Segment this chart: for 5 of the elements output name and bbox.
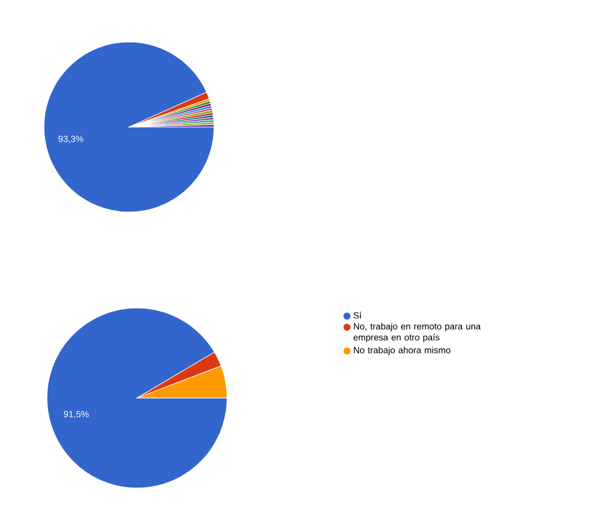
data-label: 93,3%	[58, 136, 84, 144]
data-label: 91,5%	[64, 410, 89, 418]
legend-label: No, trabajo en remoto para una empresa en otro país	[354, 322, 481, 342]
legend-label: No trabajo ahora mismo	[354, 346, 450, 356]
legend-label: Sí	[354, 312, 362, 319]
